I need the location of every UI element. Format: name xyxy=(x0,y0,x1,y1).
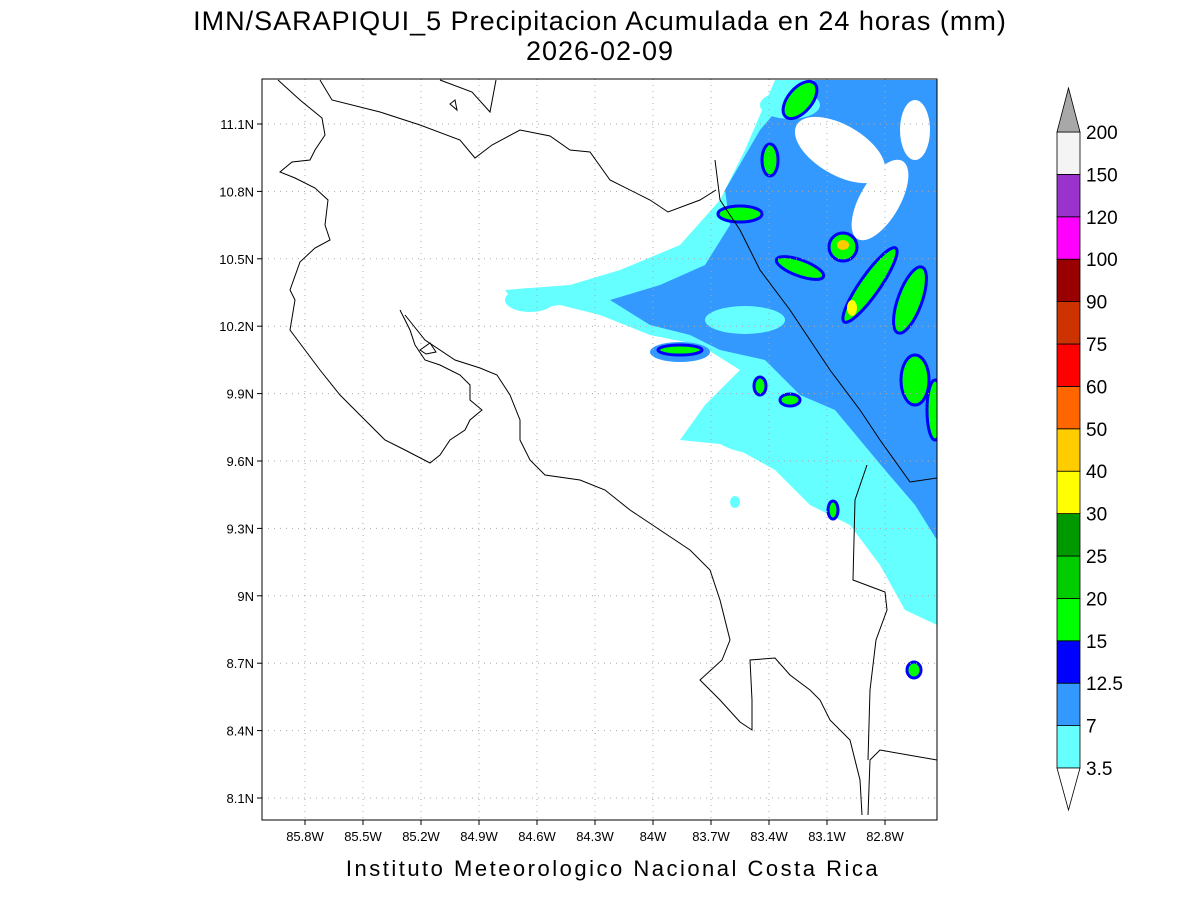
legend-label: 200 xyxy=(1086,123,1118,144)
precip-blob xyxy=(905,660,923,680)
pacific-coast xyxy=(277,79,483,464)
legend-label: 25 xyxy=(1086,547,1107,568)
lon-label: 83.4W xyxy=(750,829,788,844)
precip-gap xyxy=(710,405,830,455)
legend-label: 100 xyxy=(1086,250,1118,271)
lat-label: 8.4N xyxy=(227,724,254,739)
legend-label: 30 xyxy=(1086,505,1107,526)
legend-label: 12.5 xyxy=(1086,674,1123,695)
panama-coast xyxy=(867,749,937,816)
legend-label: 90 xyxy=(1086,293,1107,314)
precip-blob xyxy=(781,79,819,121)
gulf-coast xyxy=(404,314,863,816)
precip-blob xyxy=(925,378,937,442)
lat-label: 8.1N xyxy=(227,791,254,806)
legend-label: 60 xyxy=(1086,377,1107,398)
precip-blob xyxy=(841,246,899,324)
map-frame xyxy=(261,78,938,821)
lat-label: 9.3N xyxy=(227,521,254,536)
footer: Instituto Meteorologico Nacional Costa R… xyxy=(346,856,880,881)
lon-label: 85.2W xyxy=(402,829,440,844)
lon-label: 85.5W xyxy=(344,829,382,844)
precip-core xyxy=(847,300,857,316)
lat-label: 10.5N xyxy=(219,252,254,267)
legend-swatch xyxy=(1056,640,1081,684)
lat-label: 10.2N xyxy=(219,319,254,334)
legend-swatch xyxy=(1056,301,1081,345)
coastlines xyxy=(277,79,937,816)
precip-gap xyxy=(900,100,930,160)
legend-swatch xyxy=(1056,555,1081,599)
legend-label: 120 xyxy=(1086,208,1118,229)
legend-label: 50 xyxy=(1086,420,1107,441)
precip-blob xyxy=(899,353,931,407)
lat-label: 9N xyxy=(237,589,254,604)
legend-swatch xyxy=(1056,428,1081,472)
legend-swatch xyxy=(1056,343,1081,387)
precip-blob xyxy=(760,142,780,178)
lake-shore xyxy=(439,79,497,114)
precip-blob xyxy=(656,343,704,357)
precip-blob xyxy=(778,392,802,408)
legend-label: 75 xyxy=(1086,335,1107,356)
lat-label: 8.7N xyxy=(227,656,254,671)
lat-label: 9.6N xyxy=(227,454,254,469)
legend-label: 7 xyxy=(1086,717,1097,738)
lon-label: 85.8W xyxy=(286,829,324,844)
precip-blob xyxy=(892,265,928,335)
caribbean-coast xyxy=(714,159,937,483)
legend-above xyxy=(1056,86,1081,133)
precip-blob xyxy=(505,288,555,312)
precip-gap xyxy=(705,306,785,334)
date: 2026-02-09 xyxy=(526,36,674,66)
legend-swatch xyxy=(1056,682,1081,727)
lon-label: 83.1W xyxy=(808,829,846,844)
precip-blob xyxy=(752,375,768,397)
island xyxy=(449,99,458,112)
legend-swatch xyxy=(1056,598,1081,642)
lon-label: 84W xyxy=(640,829,667,844)
legend-label: 40 xyxy=(1086,462,1107,483)
precip-blob xyxy=(730,496,740,508)
color-legend: 3.5 7 12.5 15 20 25 30 40 50 60 75 90 100 120 150 200 xyxy=(1056,86,1123,812)
lat-label: 11.1N xyxy=(220,117,254,132)
lat-label: 9.9N xyxy=(227,387,254,402)
title: IMN/SARAPIQUI_5 Precipitacion Acumulada … xyxy=(193,6,1007,36)
legend-swatch xyxy=(1056,258,1081,303)
lon-label: 82.8W xyxy=(866,829,904,844)
legend-label: 20 xyxy=(1086,589,1107,610)
lon-label: 84.9W xyxy=(460,829,498,844)
northern-border xyxy=(319,79,717,213)
grid: 11.1N 10.8N 10.5N 10.2N 9.9N 9.6N 9.3N 9N 8.7N 8.… xyxy=(219,79,937,844)
island xyxy=(419,342,437,355)
legend-swatch xyxy=(1056,385,1081,430)
legend-swatch xyxy=(1056,470,1081,515)
lon-label: 84.3W xyxy=(576,829,614,844)
legend-label: 3.5 xyxy=(1086,759,1112,780)
precipitation-field xyxy=(505,79,937,680)
lat-label: 10.8N xyxy=(219,184,254,199)
legend-label: 150 xyxy=(1086,165,1118,186)
legend-swatch xyxy=(1056,216,1081,260)
precip-core xyxy=(837,240,849,250)
southern-border xyxy=(852,464,888,761)
legend-label: 15 xyxy=(1086,632,1107,653)
lon-label: 83.7W xyxy=(692,829,730,844)
lon-label: 84.6W xyxy=(518,829,556,844)
legend-swatch xyxy=(1056,513,1081,557)
precip-blob xyxy=(716,204,764,224)
precip-gap xyxy=(851,159,909,241)
precip-7 xyxy=(610,80,937,540)
legend-swatch xyxy=(1056,131,1081,175)
precip-blob xyxy=(826,499,840,521)
legend-below xyxy=(1056,767,1081,812)
legend-swatch xyxy=(1056,173,1081,218)
legend-swatch xyxy=(1056,725,1081,769)
precip-gap xyxy=(794,116,886,184)
precip-blob xyxy=(774,255,826,281)
